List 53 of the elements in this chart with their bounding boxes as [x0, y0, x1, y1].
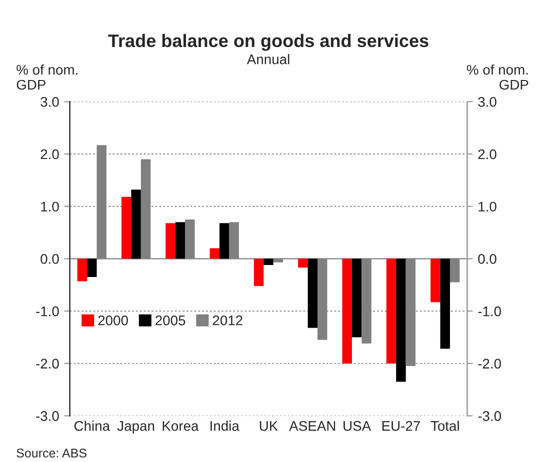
chart-title: Trade balance on goods and services: [108, 34, 428, 51]
x-tick-label: Korea: [162, 421, 199, 431]
y-tick-label: 3.0: [40, 96, 59, 107]
y2-tick-label: 1.0: [478, 202, 496, 212]
bar: [254, 258, 264, 286]
y-tick-label: -2.0: [36, 358, 59, 369]
y-tick-label: -3.0: [36, 411, 59, 421]
bar: [87, 258, 97, 278]
bar: [121, 196, 132, 259]
bar: [308, 258, 318, 328]
y-axis-title: % of nom. GDP: [16, 64, 78, 90]
bar: [386, 258, 396, 364]
bar: [229, 222, 239, 259]
bar: [264, 258, 274, 266]
bar: [450, 258, 460, 282]
bar: [273, 258, 284, 262]
x-tick-label: USA: [344, 421, 372, 431]
x-tick-label: EU-27: [382, 421, 420, 431]
bar: [131, 190, 141, 259]
y2-tick-label: 2.0: [478, 149, 496, 160]
chart-subtitle: Annual: [246, 54, 290, 64]
bar: [430, 258, 440, 302]
y-tick-label: 0.0: [40, 254, 59, 264]
y2-tick-label: -2.0: [478, 358, 501, 369]
bar: [440, 258, 450, 349]
bar: [396, 258, 406, 382]
legend-label: 2005: [156, 315, 186, 326]
y2-axis-title: % of nom. GDP: [466, 64, 528, 90]
source-note: Source: ABS: [16, 448, 86, 458]
bar: [166, 223, 176, 259]
bar: [298, 258, 308, 268]
bar: [342, 258, 352, 364]
bar: [210, 248, 220, 259]
y-tick-label: 1.0: [41, 202, 59, 212]
x-tick-label: ASEAN: [289, 421, 336, 431]
y2-tick-label: 3.0: [478, 96, 496, 107]
x-tick-label: Japan: [117, 421, 154, 434]
x-tick-label: China: [74, 420, 110, 431]
legend-label: 2000: [98, 315, 128, 326]
y2-tick-label: -1.0: [478, 306, 501, 316]
x-tick-label: Total: [430, 420, 459, 431]
bar: [352, 258, 362, 338]
bar: [77, 258, 88, 282]
y2-tick-label: -3.0: [478, 411, 501, 421]
bar: [175, 222, 186, 259]
x-tick-label: India: [210, 420, 240, 431]
y2-tick-label: 0.0: [478, 254, 496, 264]
y-tick-label: 2.0: [40, 149, 59, 160]
legend-label: 2012: [212, 315, 242, 326]
x-tick-label: UK: [260, 421, 278, 431]
bar: [219, 223, 230, 259]
y-tick-label: -1.0: [36, 306, 59, 316]
bar: [185, 219, 195, 259]
